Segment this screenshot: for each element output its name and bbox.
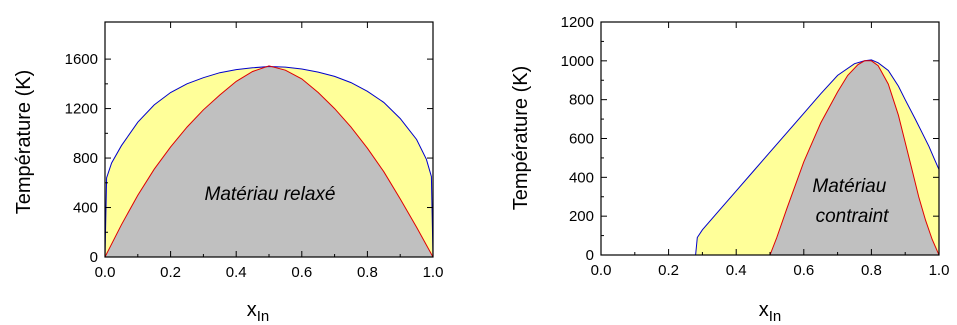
y-tick-label-left: 400 (73, 200, 98, 217)
region-unstable-right (770, 60, 939, 255)
y-tick-label-left: 1200 (65, 101, 98, 118)
y-axis-label-left: Température (K) (13, 70, 35, 215)
annotation-left: Matériau relaxé (205, 184, 336, 205)
x-tick-label-left: 0.8 (357, 264, 378, 281)
x-tick-label-right: 0.0 (591, 262, 612, 279)
y-tick-label-right: 400 (569, 169, 594, 186)
y-tick-label-right: 600 (569, 131, 594, 148)
y-tick-label-right: 800 (569, 92, 594, 109)
x-tick-label-left: 1.0 (423, 264, 444, 281)
y-tick-label-left: 1600 (65, 51, 98, 68)
x-tick-label-right: 0.8 (861, 262, 882, 279)
y-tick-label-right: 200 (569, 208, 594, 225)
chart-left: 0.0 0.2 0.4 0.6 0.8 1.0 0 400 800 1200 1600 Matéri… (13, 21, 444, 325)
x-tick-label-left: 0.4 (226, 264, 247, 281)
x-tick-label-right: 1.0 (929, 262, 950, 279)
x-tick-label-left: 0.2 (160, 264, 181, 281)
binodal-curve-right (695, 59, 940, 256)
y-tick-label-right: 1200 (561, 14, 594, 31)
y-tick-label-right: 1000 (561, 53, 594, 70)
annotation-right-line-2: contraint (816, 206, 890, 227)
annotation-right-line-1: Matériau (812, 176, 886, 197)
x-axis-label-right: xIn (759, 299, 782, 325)
y-tick-label-right: 0 (586, 247, 594, 264)
x-tick-label-right: 0.6 (793, 262, 814, 279)
binodal-curve-left (104, 65, 434, 258)
x-axis-label-left: xIn (247, 299, 270, 325)
annotation-right: Matériau contraint (812, 176, 891, 227)
x-tick-label-right: 0.2 (658, 262, 679, 279)
y-axis-label-right: Température (K) (510, 66, 532, 211)
y-tick-label-left: 0 (90, 249, 98, 266)
spinodal-curve-right (769, 60, 940, 256)
x-tick-label-right: 0.4 (726, 262, 747, 279)
spinodal-curve-left (104, 65, 434, 258)
x-tick-label-left: 0.6 (291, 264, 312, 281)
chart-right: 0.0 0.2 0.4 0.6 0.8 1.0020040060080010001200 … (510, 14, 949, 325)
y-tick-label-left: 800 (73, 150, 98, 167)
region-unstable-left (105, 65, 433, 258)
x-tick-label-left: 0.0 (95, 264, 116, 281)
